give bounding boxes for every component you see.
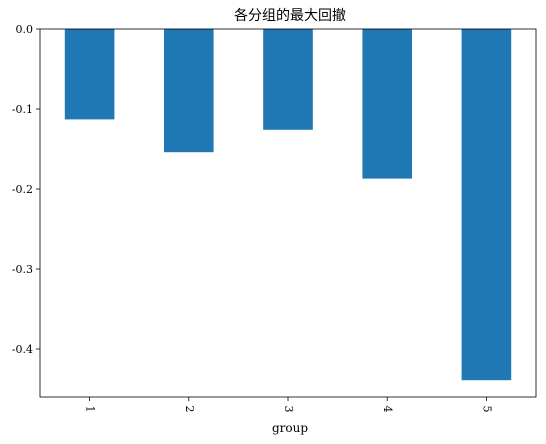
- bar-group-1: [64, 29, 115, 120]
- x-axis-title: group: [272, 421, 308, 435]
- x-tick-label: 1: [84, 406, 97, 413]
- plot-frame: [39, 28, 537, 398]
- bar-group-4: [362, 29, 412, 179]
- bar-group-3: [263, 29, 313, 130]
- x-axis: 1 2 3 4 5: [84, 397, 493, 413]
- y-tick-label: -0.1: [12, 103, 33, 116]
- bar-group-2: [164, 29, 214, 153]
- y-tick-label: -0.3: [12, 263, 33, 276]
- chart-title: 各分组的最大回撤: [234, 8, 346, 24]
- bar-group-5: [461, 29, 512, 381]
- y-axis: 0.0 -0.1 -0.2 -0.3 -0.4: [12, 23, 40, 356]
- y-tick-label: 0.0: [16, 23, 34, 36]
- y-tick-label: -0.4: [12, 343, 33, 356]
- y-tick-label: -0.2: [12, 183, 33, 196]
- x-tick-label: 3: [282, 406, 295, 413]
- x-tick-label: 4: [381, 406, 394, 413]
- bars-group: [64, 29, 512, 381]
- x-tick-label: 5: [480, 406, 493, 413]
- plot-area: 0.0 -0.1 -0.2 -0.3 -0.4 1 2 3 4 5: [12, 23, 537, 413]
- x-tick-label: 2: [183, 406, 196, 413]
